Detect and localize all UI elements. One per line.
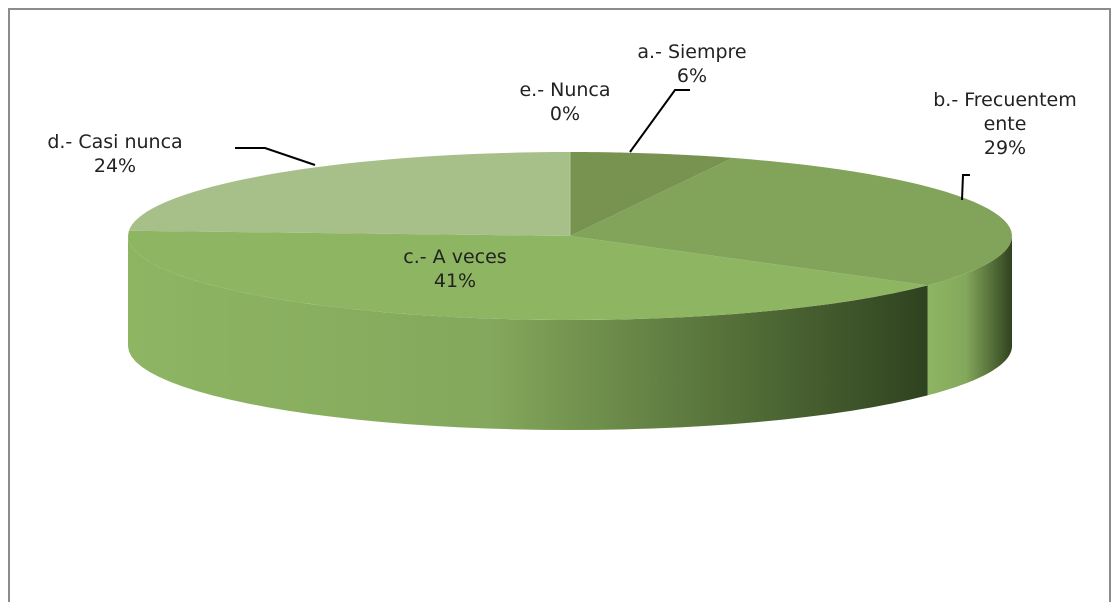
- pie-slice: [570, 152, 733, 236]
- value-label: 0%: [549, 103, 581, 125]
- data-label: e.- Nunca 0%: [485, 78, 645, 126]
- category-label: a.- Siempre: [637, 41, 747, 63]
- pie-side: [927, 236, 1012, 396]
- category-label: b.- Frecuentemente: [933, 89, 1077, 135]
- value-label: 24%: [93, 155, 137, 177]
- value-label: 29%: [983, 137, 1027, 159]
- pie-slice: [128, 230, 928, 320]
- data-label: a.- Siempre 6%: [622, 40, 762, 88]
- pie-side: [128, 236, 928, 430]
- pie-slice: [128, 152, 570, 236]
- data-label: b.- Frecuentemente 29%: [930, 88, 1080, 160]
- leader-line: [961, 174, 970, 201]
- leader-line: [235, 147, 316, 166]
- value-label: 41%: [433, 270, 477, 292]
- leader-line: [629, 89, 690, 153]
- category-label: e.- Nunca: [519, 79, 611, 101]
- category-label: c.- A veces: [403, 246, 507, 268]
- chart-frame: [8, 8, 1111, 602]
- data-label: c.- A veces 41%: [375, 245, 535, 293]
- pie-slice: [570, 157, 1012, 286]
- category-label: d.- Casi nunca: [47, 131, 183, 153]
- value-label: 6%: [676, 65, 708, 87]
- data-label: d.- Casi nunca 24%: [5, 130, 225, 178]
